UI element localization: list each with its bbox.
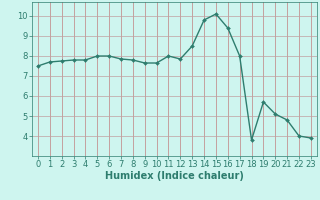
- X-axis label: Humidex (Indice chaleur): Humidex (Indice chaleur): [105, 171, 244, 181]
